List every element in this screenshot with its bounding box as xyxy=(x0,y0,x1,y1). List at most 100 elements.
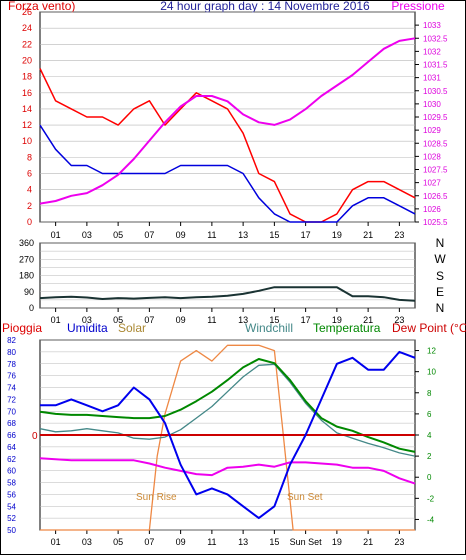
sunrise-annotation: Sun Rise xyxy=(136,492,177,503)
humidity-y-tick-label: 76 xyxy=(7,372,16,381)
direction-x-ticks: 01 03 05 07 09 11 13 15 17 19 21 23 xyxy=(51,308,404,325)
humidity-line xyxy=(40,350,416,520)
wind-x-tick-label: 19 xyxy=(332,230,342,240)
pressure-y-tick-label: 1027 xyxy=(423,179,441,188)
direction-y-tick-label: 0 xyxy=(29,303,34,313)
temperature-x-tick-label: 23 xyxy=(394,537,404,547)
direction-x-tick-label: 07 xyxy=(144,315,154,325)
temperature-x-tick-label: 09 xyxy=(176,537,186,547)
wind-y-tick-label: 2 xyxy=(27,201,32,211)
pressure-y-tick-label: 1028.5 xyxy=(423,139,448,148)
wind-y-tick-label: 22 xyxy=(22,39,32,49)
compass-label: S xyxy=(436,269,444,283)
direction-left-ticks: 0 90 180 270 360 xyxy=(19,238,34,313)
solar-line xyxy=(40,344,415,531)
compass-label: E xyxy=(436,285,444,299)
direction-x-tick-label: 09 xyxy=(176,315,186,325)
wind-y-tick-label: 4 xyxy=(27,185,32,195)
direction-y-tick-label: 90 xyxy=(24,287,34,297)
direction-x-tick-label: 03 xyxy=(82,315,92,325)
temperature-x-tick-label: 01 xyxy=(51,537,61,547)
direction-x-tick-label: 13 xyxy=(238,315,248,325)
rain-zero-label: 0 xyxy=(32,431,38,442)
temperature-x-tick-label: 03 xyxy=(82,537,92,547)
compass-label: N xyxy=(436,236,445,250)
pressure-y-tick-label: 1032.5 xyxy=(423,34,448,43)
wind-y-tick-label: 20 xyxy=(22,55,32,65)
direction-x-tick-label: 01 xyxy=(51,315,61,325)
direction-x-tick-label: 21 xyxy=(363,315,373,325)
direction-x-tick-label: 19 xyxy=(332,315,342,325)
wind-x-tick-label: 15 xyxy=(269,230,279,240)
wind-x-ticks: 01 03 05 07 09 11 13 15 17 19 21 23 xyxy=(51,222,404,240)
wind-x-tick-label: 03 xyxy=(82,230,92,240)
compass-label: N xyxy=(436,301,445,315)
humidity-y-tick-label: 82 xyxy=(7,336,16,345)
humidity-y-tick-label: 72 xyxy=(7,395,16,404)
direction-series xyxy=(39,286,416,302)
wind-x-tick-label: 07 xyxy=(144,230,154,240)
temperature-x-ticks: 01 03 05 07 09 11 13 15 Sun Set 19 21 23 xyxy=(51,530,404,547)
temperature-y-tick-label: 8 xyxy=(427,389,432,398)
direction-y-tick-label: 180 xyxy=(19,271,34,281)
humidity-y-tick-label: 50 xyxy=(7,526,16,535)
humidity-y-tick-label: 66 xyxy=(7,431,16,440)
pressure-y-tick-label: 1033 xyxy=(423,21,441,30)
pressure-y-tick-label: 1026 xyxy=(423,205,441,214)
direction-y-tick-label: 270 xyxy=(19,254,34,264)
temperature-line xyxy=(39,358,416,453)
dewpoint-line xyxy=(39,457,416,485)
temperature-y-tick-label: 2 xyxy=(427,452,432,461)
temperature-y-tick-label: 4 xyxy=(427,431,432,440)
wind-x-tick-label: 23 xyxy=(394,230,404,240)
direction-y-tick-label: 360 xyxy=(19,238,34,248)
temperature-x-tick-label: 05 xyxy=(113,537,123,547)
windchill-line xyxy=(39,363,416,457)
wind-x-tick-label: 21 xyxy=(363,230,373,240)
temperature-y-tick-label: 0 xyxy=(427,473,432,482)
wind-x-tick-label: 05 xyxy=(113,230,123,240)
humidity-y-tick-label: 70 xyxy=(7,407,16,416)
pressure-y-tick-label: 1029.5 xyxy=(423,113,448,122)
wind-y-tick-label: 16 xyxy=(22,88,32,98)
temperature-y-tick-label: -4 xyxy=(427,515,435,524)
rain-label: Pioggia xyxy=(2,321,42,335)
chart-title: 24 hour graph day : 14 Novembre 2016 xyxy=(160,0,370,13)
temperature-series xyxy=(39,344,416,531)
pressure-y-tick-label: 1026.5 xyxy=(423,192,448,201)
temperature-humidity-panel: Pioggia Umidita Solar Windchill Temperat… xyxy=(2,321,466,547)
wind-line xyxy=(39,124,416,223)
pressure-y-tick-label: 1028 xyxy=(423,152,441,161)
wind-y-tick-label: 26 xyxy=(22,7,32,17)
humidity-left-ticks: 50 52 54 56 58 60 62 64 66 68 70 72 74 76 78 80 82 xyxy=(7,336,16,535)
pressure-y-tick-label: 1031 xyxy=(423,74,441,83)
pressure-right-ticks: 1025.5 1026 1026.5 1027 1027.5 1028 1028.5 1029… xyxy=(415,21,448,227)
temperature-x-tick-label: 15 xyxy=(269,537,279,547)
direction-x-tick-label: 23 xyxy=(394,315,404,325)
temperature-x-tick-label: 21 xyxy=(363,537,373,547)
humidity-y-tick-label: 62 xyxy=(7,455,16,464)
humidity-y-tick-label: 78 xyxy=(7,360,16,369)
temperature-x-tick-label: 11 xyxy=(207,537,216,547)
solar-label: Solar xyxy=(118,321,146,335)
wind-x-tick-label: 01 xyxy=(51,230,61,240)
pressure-y-tick-label: 1030 xyxy=(423,100,441,109)
wind-y-tick-label: 8 xyxy=(27,152,32,162)
humidity-y-tick-label: 64 xyxy=(7,443,16,452)
wind-y-tick-label: 6 xyxy=(27,169,32,179)
temperature-y-tick-label: 12 xyxy=(427,347,436,356)
pressure-label: Pressione xyxy=(391,0,445,13)
windchill-label: Windchill xyxy=(245,321,293,335)
wind-x-tick-label: 11 xyxy=(207,230,216,240)
temperature-x-tick-label: 19 xyxy=(332,537,342,547)
pressure-y-tick-label: 1025.5 xyxy=(423,218,448,227)
humidity-y-tick-label: 52 xyxy=(7,514,16,523)
humidity-y-tick-label: 58 xyxy=(7,479,16,488)
humidity-label: Umidita xyxy=(67,321,108,335)
humidity-y-tick-label: 60 xyxy=(7,467,16,476)
humidity-y-tick-label: 68 xyxy=(7,419,16,428)
direction-x-tick-label: 17 xyxy=(301,315,311,325)
pressure-y-tick-label: 1032 xyxy=(423,47,441,56)
